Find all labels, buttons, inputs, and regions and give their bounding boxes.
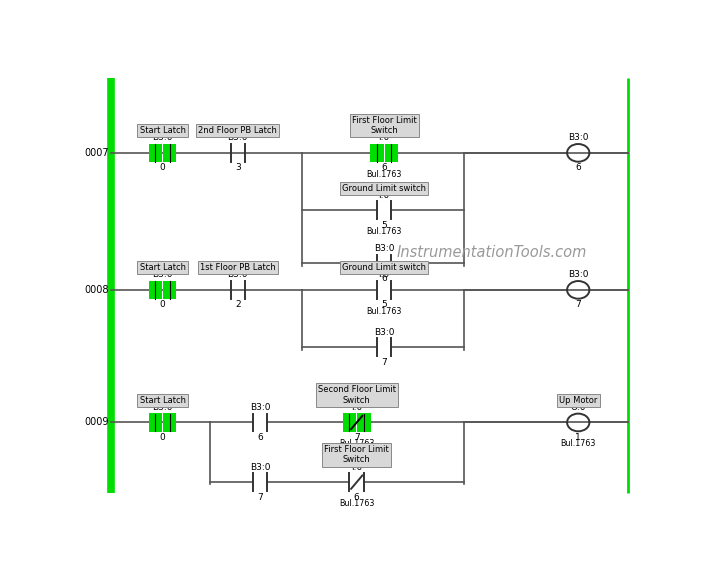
Bar (148, 413, 162, 432)
Text: B3:0: B3:0 (568, 270, 588, 280)
Text: Start Latch: Start Latch (140, 396, 186, 405)
Text: I:0: I:0 (379, 270, 390, 280)
Text: Start Latch: Start Latch (140, 126, 186, 135)
Text: Second Floor Limit
Switch: Second Floor Limit Switch (318, 385, 396, 405)
Bar (163, 144, 176, 162)
Text: 0008: 0008 (84, 285, 109, 295)
Text: I:0: I:0 (379, 133, 390, 142)
Text: 0009: 0009 (84, 417, 109, 428)
Text: I:0: I:0 (351, 463, 362, 471)
Text: 2nd Floor PB Latch: 2nd Floor PB Latch (199, 126, 277, 135)
Text: 1st Floor PB Latch: 1st Floor PB Latch (200, 263, 276, 272)
Text: B3:0: B3:0 (153, 403, 173, 412)
Text: 6: 6 (381, 274, 387, 283)
Text: 0: 0 (160, 433, 166, 442)
Text: Bul.1763: Bul.1763 (339, 499, 374, 508)
Bar (148, 144, 162, 162)
Bar (148, 281, 162, 299)
Text: First Floor Limit
Switch: First Floor Limit Switch (351, 116, 416, 135)
Text: B3:0: B3:0 (153, 133, 173, 142)
Text: B3:0: B3:0 (374, 328, 395, 337)
Text: 6: 6 (381, 164, 387, 172)
Text: 5: 5 (381, 300, 387, 309)
Text: 7: 7 (257, 492, 263, 502)
Text: 2: 2 (235, 300, 240, 309)
Text: B3:0: B3:0 (153, 270, 173, 280)
Text: 5: 5 (381, 221, 387, 230)
Text: 7: 7 (381, 358, 387, 367)
Bar (163, 281, 176, 299)
Text: Bul.1763: Bul.1763 (366, 227, 402, 236)
Text: 0007: 0007 (84, 148, 109, 158)
Bar (163, 413, 176, 432)
Text: B3:0: B3:0 (228, 133, 248, 142)
Bar (357, 413, 371, 432)
Text: Bul.1763: Bul.1763 (561, 439, 596, 448)
Text: Bul.1763: Bul.1763 (339, 439, 374, 448)
Text: 7: 7 (575, 300, 581, 309)
Text: O:0: O:0 (570, 403, 586, 412)
Text: 0: 0 (160, 300, 166, 309)
Text: Ground Limit switch: Ground Limit switch (342, 184, 426, 193)
Text: 0: 0 (160, 164, 166, 172)
Bar (384, 144, 398, 162)
Text: First Floor Limit
Switch: First Floor Limit Switch (324, 445, 389, 464)
Text: InstrumentationTools.com: InstrumentationTools.com (397, 245, 587, 260)
Text: 7: 7 (354, 433, 359, 442)
Text: B3:0: B3:0 (374, 244, 395, 253)
Text: B3:0: B3:0 (568, 133, 588, 142)
Text: 1: 1 (575, 433, 581, 442)
Text: Ground Limit switch: Ground Limit switch (342, 263, 426, 272)
Bar (343, 413, 356, 432)
Bar (370, 144, 384, 162)
Text: Start Latch: Start Latch (140, 263, 186, 272)
Text: Up Motor: Up Motor (559, 396, 598, 405)
Text: 3: 3 (235, 164, 240, 172)
Text: Bul.1763: Bul.1763 (366, 307, 402, 316)
Text: 6: 6 (354, 492, 359, 502)
Text: B3:0: B3:0 (250, 403, 271, 412)
Text: B3:0: B3:0 (250, 463, 271, 471)
Text: B3:0: B3:0 (228, 270, 248, 280)
Text: 6: 6 (575, 164, 581, 172)
Text: 6: 6 (257, 433, 263, 442)
Text: I:0: I:0 (379, 191, 390, 200)
Text: I:0: I:0 (351, 403, 362, 412)
Text: Bul.1763: Bul.1763 (366, 170, 402, 179)
